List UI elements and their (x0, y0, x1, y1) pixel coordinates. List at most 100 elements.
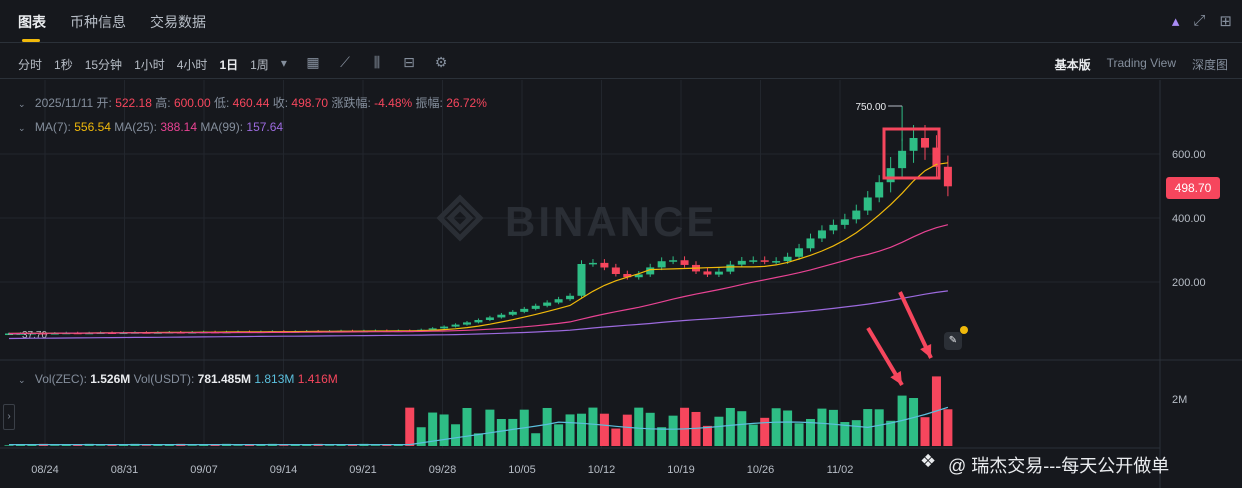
open-label: 开: (96, 96, 112, 110)
vol-collapse-icon[interactable]: ⌄ (18, 375, 26, 385)
interval-4h[interactable]: 4小时 (176, 58, 208, 72)
tab-trading-data[interactable]: 交易数据 (150, 14, 206, 30)
candle-body (875, 182, 884, 198)
candle-body (886, 168, 895, 183)
candle-body (554, 299, 563, 303)
ma7-value: 556.54 (74, 120, 111, 134)
vol-coin-value: 1.526M (90, 372, 131, 386)
view-tradingview[interactable]: Trading View (1106, 56, 1176, 70)
candle-body (600, 262, 609, 268)
volume-bar (485, 409, 495, 446)
annotation-highlight-box (882, 127, 941, 180)
volume-bar (851, 420, 861, 446)
candle-body (669, 260, 678, 262)
interval-1d[interactable]: 1日 (219, 58, 239, 72)
date-axis-label: 09/28 (429, 464, 457, 476)
binance-watermark: BINANCE (505, 198, 717, 245)
candle-body (646, 267, 655, 275)
calendar-icon[interactable]: ▦ (306, 54, 320, 70)
candle-body (588, 262, 597, 265)
volume-bar (920, 417, 930, 446)
volume-bar (496, 419, 506, 446)
date-axis-label: 10/26 (747, 464, 775, 476)
volume-bar (416, 427, 426, 446)
volume-bar (588, 407, 598, 446)
volume-bar (233, 445, 243, 446)
volume-bar (61, 444, 71, 446)
indicator-icon[interactable]: ▴ (1171, 13, 1180, 30)
candle-body (566, 295, 575, 300)
indicators-icon[interactable]: ⊟ (403, 54, 415, 70)
candle-body (451, 324, 460, 327)
volume-bar (50, 445, 60, 446)
volume-bar (554, 424, 564, 446)
volume-bar (840, 422, 850, 446)
interval-15m[interactable]: 15分钟 (84, 58, 123, 72)
volume-bar (599, 413, 609, 446)
volume-bar (714, 416, 724, 446)
fullscreen-icon[interactable]: ⤢ (1193, 12, 1206, 29)
volume-bar (725, 407, 735, 446)
tab-chart[interactable]: 图表 (18, 14, 46, 30)
low-label: 低: (213, 96, 230, 110)
interval-time[interactable]: 分时 (18, 58, 43, 72)
volume-bar (611, 428, 621, 446)
view-depth[interactable]: 深度图 (1191, 58, 1228, 72)
candlestick-icon[interactable]: ⫼ (373, 54, 381, 70)
interval-more-chevron-icon[interactable]: ▾ (280, 56, 287, 70)
top-navigation: 图表 币种信息 交易数据 ▴ ⤢ ⊞ (0, 0, 1242, 43)
candle-body (680, 260, 689, 265)
hint-note-icon[interactable]: ✎ (944, 332, 962, 350)
view-selector: 基本版 Trading View 深度图 (1055, 56, 1228, 73)
candle-body (737, 260, 746, 265)
view-basic[interactable]: 基本版 (1054, 58, 1091, 72)
low-marker-label: 37.70 (22, 330, 47, 341)
volume-bar (702, 425, 712, 446)
candle-body (863, 197, 872, 211)
volume-bar (107, 444, 117, 446)
candle-body (577, 263, 586, 296)
price-axis-label: 200.00 (1172, 277, 1206, 289)
candle-body (840, 219, 849, 225)
settings-icon[interactable]: ⚙ (434, 54, 448, 70)
volume-bar (634, 407, 644, 446)
change-value: -4.48% (374, 96, 413, 110)
candle-body (921, 138, 929, 148)
volume-bar (325, 445, 335, 446)
candle-body (703, 271, 712, 275)
interval-1w[interactable]: 1周 (250, 58, 269, 72)
line-chart-icon[interactable]: ⟋ (340, 54, 350, 70)
interval-1h[interactable]: 1小时 (134, 58, 165, 72)
collapse-toggle-icon[interactable]: ⌄ (18, 99, 26, 109)
volume-bar (680, 407, 690, 446)
volume-bar (565, 414, 575, 446)
date-axis-label: 10/12 (588, 464, 616, 476)
date-axis-label: 09/21 (349, 464, 377, 476)
volume-bar (199, 444, 209, 446)
volume-bar (542, 407, 552, 446)
volume-bar (473, 433, 483, 446)
candle-body (474, 319, 483, 323)
candle-body (829, 224, 838, 231)
candle-body (760, 260, 769, 262)
volume-bar (771, 408, 781, 446)
layout-grid-icon[interactable]: ⊞ (1219, 13, 1232, 30)
volume-ma-line (9, 406, 949, 446)
change-label: 涨跌幅: (331, 96, 371, 110)
ma-collapse-icon[interactable]: ⌄ (18, 123, 26, 133)
volume-bar (806, 418, 815, 446)
candle-body (657, 261, 666, 268)
candle-body (485, 317, 494, 320)
scroll-left-chevron-icon[interactable]: › (3, 404, 15, 430)
price-axis-label: 600.00 (1172, 149, 1206, 161)
volume-bar (748, 424, 758, 446)
annotation-arrow-head (890, 371, 902, 385)
candle-body (783, 256, 792, 262)
volume-bar (187, 445, 197, 446)
volume-bar (405, 407, 415, 446)
tab-coin-info[interactable]: 币种信息 (70, 14, 126, 30)
candle-body (817, 230, 826, 239)
interval-1s[interactable]: 1秒 (54, 58, 73, 72)
volume-bar (657, 427, 667, 446)
